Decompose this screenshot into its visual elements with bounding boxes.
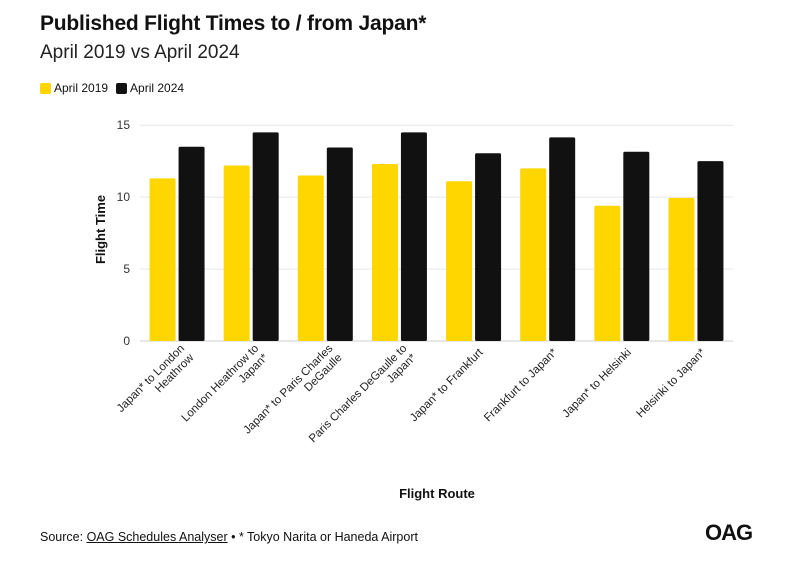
bar-april-2019-3 (371, 164, 398, 341)
x-tick-label-line: Helsinki to Japan* (634, 346, 708, 420)
footer: Source: OAG Schedules Analyser • * Tokyo… (40, 530, 418, 544)
y-tick-label-5: 5 (123, 262, 130, 276)
bar-april-2019-5 (520, 168, 547, 341)
chart-title: Published Flight Times to / from Japan* (40, 12, 427, 35)
x-tick-label-line: Frankfurt to Japan* (482, 346, 560, 424)
legend-item-april-2019: April 2019 (40, 81, 108, 95)
legend: April 2019 April 2024 (40, 81, 184, 95)
x-tick-label-7: Helsinki to Japan* (634, 346, 708, 420)
x-axis-label: Flight Route (399, 486, 475, 501)
y-tick-label-15: 15 (117, 118, 131, 132)
bar-april-2024-2 (326, 147, 353, 341)
x-tick-label-line: London Heathrow to (180, 343, 262, 425)
y-tick-label-10: 10 (117, 190, 131, 204)
chart-subtitle: April 2019 vs April 2024 (40, 42, 240, 63)
bar-april-2019-0 (149, 178, 176, 341)
y-axis-label: Flight Time (93, 195, 108, 264)
x-tick-label-4: Japan* to Frankfurt (408, 346, 486, 424)
oag-logo: OAG (705, 520, 753, 545)
bar-april-2019-6 (594, 205, 621, 341)
source-label: Source: (40, 530, 87, 544)
bar-april-2019-2 (297, 175, 324, 341)
bar-april-2019-4 (446, 181, 473, 341)
bar-april-2024-7 (697, 161, 724, 341)
y-tick-label-0: 0 (123, 334, 130, 348)
bar-april-2024-6 (623, 151, 650, 341)
x-tick-label-line: Japan* to Frankfurt (408, 346, 486, 424)
bar-april-2019-7 (668, 197, 695, 341)
bar-april-2019-1 (223, 165, 250, 341)
legend-swatch-april-2024 (116, 82, 128, 94)
footer-separator: • (227, 530, 239, 544)
bar-april-2024-1 (252, 132, 279, 341)
bar-april-2024-4 (475, 153, 502, 341)
legend-label-april-2019: April 2019 (54, 81, 109, 95)
x-tick-label-6: Japan* to Helsinki (560, 347, 634, 421)
bar-april-2024-0 (178, 146, 205, 341)
bar-april-2024-5 (549, 137, 576, 341)
legend-swatch-april-2019 (40, 82, 51, 94)
x-tick-label-5: Frankfurt to Japan* (482, 346, 560, 424)
footnote: * Tokyo Narita or Haneda Airport (238, 530, 418, 544)
bar-april-2024-3 (400, 132, 427, 341)
legend-item-april-2024: April 2024 (116, 81, 184, 95)
legend-label-april-2024: April 2024 (130, 81, 185, 95)
x-tick-label-line: Japan* to Helsinki (560, 347, 634, 421)
source-link[interactable]: OAG Schedules Analyser (86, 530, 228, 544)
